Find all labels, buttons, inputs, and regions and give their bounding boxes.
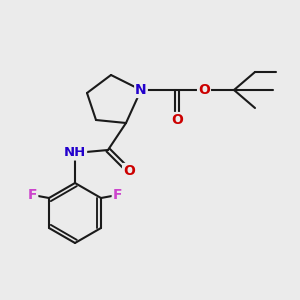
- Text: N: N: [135, 83, 147, 97]
- Text: O: O: [171, 113, 183, 127]
- Text: O: O: [198, 83, 210, 97]
- Text: F: F: [28, 188, 37, 202]
- Text: O: O: [123, 164, 135, 178]
- Text: F: F: [113, 188, 122, 202]
- Text: NH: NH: [64, 146, 86, 160]
